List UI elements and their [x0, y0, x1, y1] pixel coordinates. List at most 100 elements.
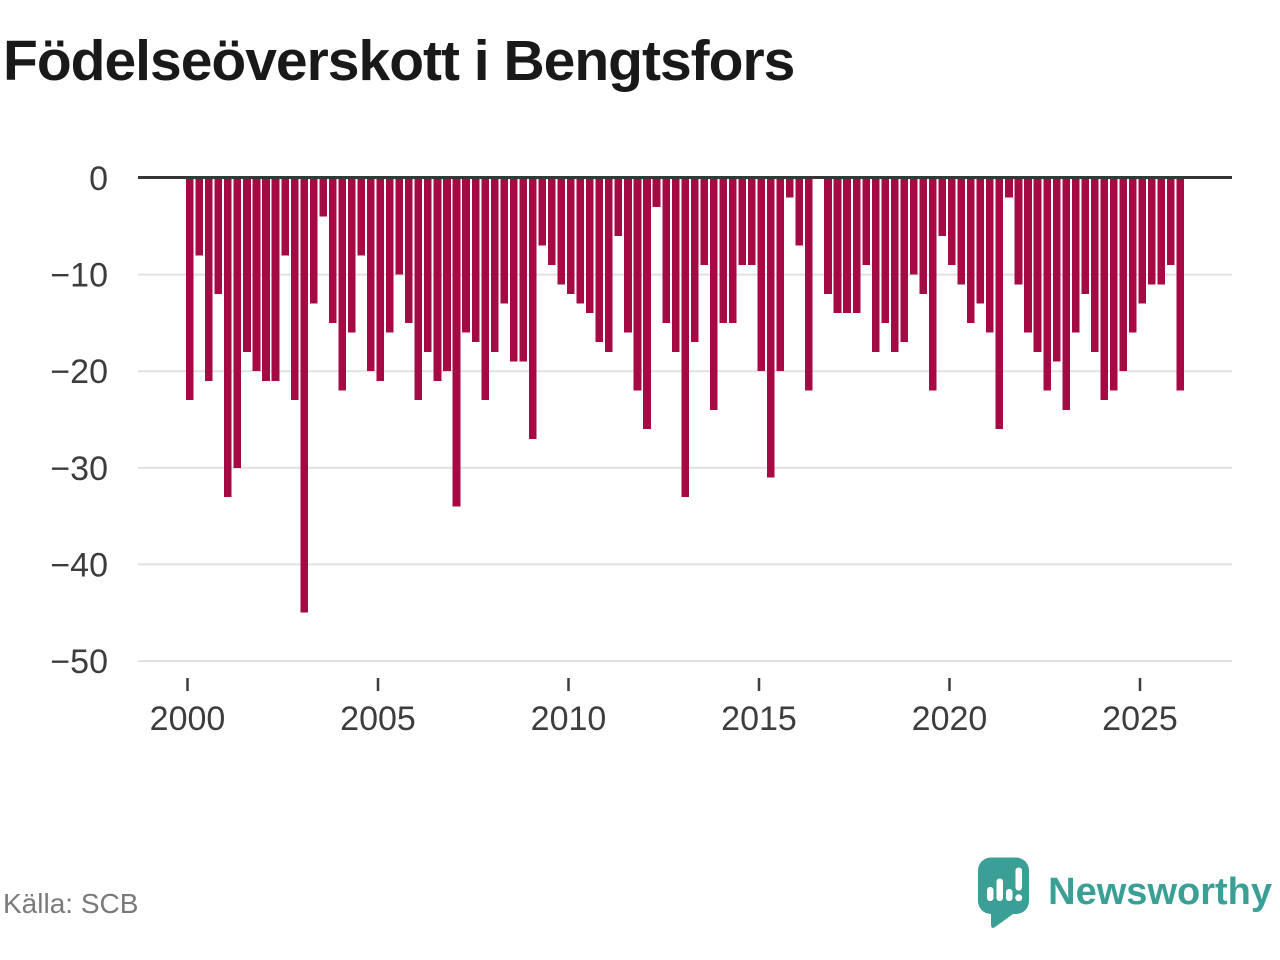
- bar: [557, 178, 566, 285]
- bar: [519, 178, 527, 362]
- bar: [786, 178, 794, 198]
- bar: [1090, 178, 1099, 352]
- bar: [243, 178, 251, 352]
- bar: [433, 178, 442, 381]
- x-tick-label: 2005: [340, 700, 416, 738]
- bar: [681, 178, 689, 497]
- y-tick-label: −40: [50, 546, 108, 584]
- bar: [271, 178, 280, 381]
- bar: [938, 178, 947, 236]
- bar: [995, 178, 1004, 430]
- bar: [747, 178, 756, 265]
- newsworthy-logo: Newsworthy: [976, 856, 1272, 929]
- bar: [595, 178, 604, 343]
- bar: [281, 178, 289, 256]
- x-tick-label: 2010: [531, 700, 607, 738]
- bar: [347, 178, 356, 333]
- bar: [709, 178, 718, 410]
- bar: [881, 178, 889, 323]
- y-tick-label: −30: [50, 450, 108, 488]
- bar: [890, 178, 899, 352]
- bar: [500, 178, 508, 304]
- bar: [671, 178, 680, 352]
- bar: [662, 178, 670, 323]
- y-tick-label: −50: [50, 643, 108, 681]
- bar: [833, 178, 842, 314]
- bar: [690, 178, 699, 343]
- x-tick-label: 2025: [1102, 700, 1178, 738]
- newsworthy-logo-text: Newsworthy: [1048, 871, 1272, 913]
- bar: [366, 178, 375, 372]
- bar: [633, 178, 642, 391]
- bar: [643, 178, 651, 430]
- bar: [1024, 178, 1032, 333]
- bar: [252, 178, 261, 372]
- bar: [1138, 178, 1147, 304]
- bar: [395, 178, 404, 275]
- bar: [376, 178, 385, 381]
- bar: [1128, 178, 1137, 333]
- bar: [471, 178, 480, 343]
- newsworthy-logo-icon: [978, 857, 1030, 928]
- bar: [452, 178, 461, 507]
- bar: [1043, 178, 1051, 391]
- bar: [405, 178, 413, 323]
- bar: [843, 178, 851, 314]
- bar: [1100, 178, 1108, 401]
- bar: [290, 178, 299, 401]
- bar: [338, 178, 346, 391]
- bar: [776, 178, 785, 372]
- y-tick-label: −10: [50, 257, 108, 295]
- bar: [1062, 178, 1070, 410]
- bar: [976, 178, 985, 304]
- x-tick-label: 2020: [912, 700, 988, 738]
- bar: [414, 178, 423, 401]
- bar: [967, 178, 975, 323]
- bar: [862, 178, 870, 265]
- x-tick-label: 2000: [150, 700, 226, 738]
- bar: [1109, 178, 1118, 391]
- bar: [309, 178, 318, 304]
- bar: [1157, 178, 1166, 285]
- bar-chart: 0 −10 −20 −30 −40 −50 2000 2005 2010 2015 2020 2025: [50, 160, 1232, 738]
- bar: [262, 178, 270, 381]
- bar: [233, 178, 242, 468]
- bar: [538, 178, 547, 246]
- bar: [948, 178, 956, 265]
- bar: [909, 178, 918, 275]
- bar: [481, 178, 489, 401]
- bar: [652, 178, 661, 207]
- bar: [1081, 178, 1089, 294]
- bar: [214, 178, 223, 294]
- y-tick-label: −20: [50, 353, 108, 391]
- bar: [957, 178, 966, 285]
- bar: [462, 178, 470, 333]
- source-label: Källa: SCB: [3, 888, 139, 919]
- bar: [567, 178, 575, 294]
- bar: [614, 178, 623, 236]
- bar: [205, 178, 213, 381]
- bar: [824, 178, 832, 294]
- bar: [871, 178, 880, 352]
- bar: [919, 178, 928, 294]
- bar: [224, 178, 232, 497]
- y-tick-label: 0: [89, 160, 108, 198]
- chart-title: Födelseöverskott i Bengtsfors: [3, 29, 795, 93]
- x-tick-label: 2015: [721, 700, 797, 738]
- bar: [1148, 178, 1156, 285]
- bar: [319, 178, 327, 217]
- bar: [1005, 178, 1013, 198]
- bar: [1167, 178, 1175, 265]
- bar: [900, 178, 908, 343]
- bar: [700, 178, 708, 265]
- bar: [328, 178, 337, 323]
- bar: [1052, 178, 1061, 362]
- bar: [738, 178, 747, 265]
- bar: [186, 178, 194, 401]
- bar: [443, 178, 451, 372]
- bar: [1014, 178, 1023, 285]
- bar: [1071, 178, 1080, 333]
- bar: [767, 178, 775, 478]
- bar: [605, 178, 613, 352]
